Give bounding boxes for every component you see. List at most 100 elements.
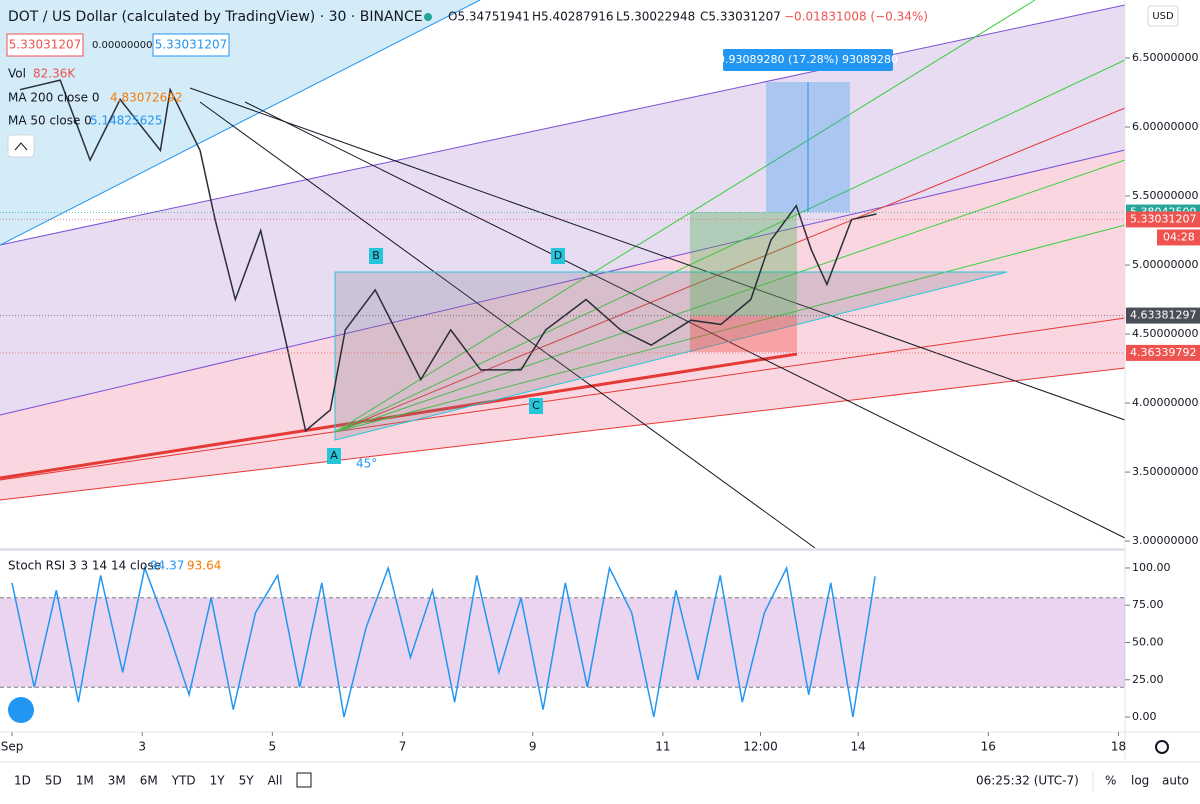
- long-loss: [690, 316, 797, 352]
- spread: 0.00000000: [92, 40, 152, 51]
- x-tick-label: 5: [269, 740, 277, 754]
- collapse-icon: [14, 142, 28, 151]
- indicator-value: 94.37: [150, 559, 184, 573]
- price-label-bg: [1126, 211, 1200, 228]
- x-tick-label: Sep: [1, 740, 24, 754]
- indicator-name: Vol: [8, 67, 26, 81]
- countdown: 04:28: [1163, 230, 1195, 243]
- line: [0, 0, 481, 246]
- range-button[interactable]: 1M: [76, 774, 94, 788]
- log-toggle[interactable]: log: [1131, 774, 1149, 788]
- indicator-value: 4.83072692: [110, 91, 183, 105]
- x-tick-label: 11: [655, 740, 670, 754]
- measure-label-bg: [723, 49, 893, 71]
- line: [189, 87, 1126, 421]
- x-tick-label: 9: [529, 740, 537, 754]
- sell-price[interactable]: 5.33031207: [9, 38, 82, 52]
- ohlc: H5.40287916: [532, 10, 614, 24]
- y-tick-label: 6.50000000: [1132, 51, 1198, 64]
- range-button[interactable]: 1D: [14, 774, 31, 788]
- indicator-value: 93.64: [187, 559, 221, 573]
- buy-button[interactable]: [152, 33, 230, 57]
- line: [334, 107, 1126, 433]
- range-button[interactable]: 5D: [45, 774, 62, 788]
- legend: DOT / US Dollar (calculated by TradingVi…: [6, 5, 1189, 792]
- y-tick-label: 3.50000000: [1132, 465, 1198, 478]
- range-button[interactable]: 6M: [140, 774, 158, 788]
- y-tick-label: 4.00000000: [1132, 396, 1198, 409]
- y-tick-label: 5.00000000: [1132, 258, 1198, 271]
- y-tick-label: 5.50000000: [1132, 189, 1198, 202]
- indicator-name: Stoch RSI 3 3 14 14 close: [8, 559, 161, 573]
- line: [334, 0, 1036, 433]
- line: [334, 59, 1126, 433]
- triangle-pattern: [334, 271, 1008, 441]
- measure-label: 0.93089280 (17.28%) 93089280: [718, 53, 898, 66]
- y-tick-label: 6.00000000: [1132, 120, 1198, 133]
- percent-toggle[interactable]: %: [1105, 774, 1116, 788]
- line: [334, 159, 1126, 433]
- region: [0, 5, 1125, 415]
- range-buttons: 1D 5D 1M 3M 6M YTD 1Y 5Y All: [14, 774, 282, 788]
- ohlc: L5.30022948: [616, 10, 695, 24]
- price-line: [11, 565, 876, 718]
- price-label: 4.63381297: [1130, 309, 1196, 322]
- collapse-button[interactable]: [7, 134, 35, 158]
- line: [0, 317, 1126, 481]
- y-tick-label: 75.00: [1132, 598, 1164, 611]
- line: [334, 224, 1126, 433]
- y-tick-label: 25.00: [1132, 673, 1164, 686]
- drawings: 0.93089280 (17.28%) 93089280 A B C D 45°: [0, 0, 1126, 549]
- price-label-bg: [1126, 344, 1200, 361]
- auto-toggle[interactable]: auto: [1162, 774, 1189, 788]
- line: [0, 367, 1126, 501]
- y-tick-label: 0.00: [1132, 710, 1157, 723]
- x-tick-label: 12:00: [743, 740, 778, 754]
- range-button[interactable]: 1Y: [210, 774, 226, 788]
- range-button[interactable]: YTD: [171, 774, 196, 788]
- x-tick-label: 18: [1111, 740, 1126, 754]
- x-tick-label: 3: [138, 740, 146, 754]
- price-label-bg: [1126, 307, 1200, 324]
- x-tick-label: 14: [851, 740, 866, 754]
- sell-button[interactable]: [6, 33, 84, 57]
- price-label: 4.36339792: [1130, 346, 1196, 359]
- price-line: [19, 79, 877, 433]
- range-button[interactable]: All: [268, 774, 283, 788]
- y-tick-label: 100.00: [1132, 561, 1171, 574]
- currency: USD: [1152, 11, 1174, 22]
- indicator-name: MA 200 close 0: [8, 91, 99, 105]
- range-button[interactable]: 3M: [108, 774, 126, 788]
- point-label: C: [532, 399, 540, 412]
- price-axis: [1125, 0, 1200, 760]
- ohlc: C5.33031207: [700, 10, 781, 24]
- clock: 06:25:32 (UTC-7): [976, 774, 1079, 788]
- range-button[interactable]: 5Y: [239, 774, 255, 788]
- line: [0, 149, 1126, 416]
- x-tick-label: 16: [981, 740, 996, 754]
- date-range-icon[interactable]: [296, 772, 312, 788]
- indicator-value: 82.36K: [33, 67, 76, 81]
- x-tick-label: 7: [399, 740, 407, 754]
- line: [244, 101, 1126, 539]
- buy-price[interactable]: 5.33031207: [155, 38, 228, 52]
- point-label: D: [554, 249, 562, 262]
- indicator-name: MA 50 close 0: [8, 114, 92, 128]
- logo[interactable]: [8, 697, 34, 723]
- countdown-bg: [1157, 229, 1200, 246]
- change: −0.01831008 (−0.34%): [784, 10, 928, 24]
- status-dot: [424, 13, 432, 21]
- line: [0, 4, 1126, 246]
- point-label: A: [330, 449, 338, 462]
- line: [199, 101, 816, 549]
- settings-icon[interactable]: [1155, 740, 1169, 754]
- angle-label: 45°: [356, 457, 377, 471]
- y-tick-label: 4.50000000: [1132, 327, 1198, 340]
- price-label: 5.33031207: [1130, 212, 1196, 225]
- pane-separator: [0, 548, 1200, 551]
- line: [0, 352, 798, 480]
- point-labels: A B C D 45°: [327, 248, 565, 471]
- band-fill: [0, 597, 1125, 688]
